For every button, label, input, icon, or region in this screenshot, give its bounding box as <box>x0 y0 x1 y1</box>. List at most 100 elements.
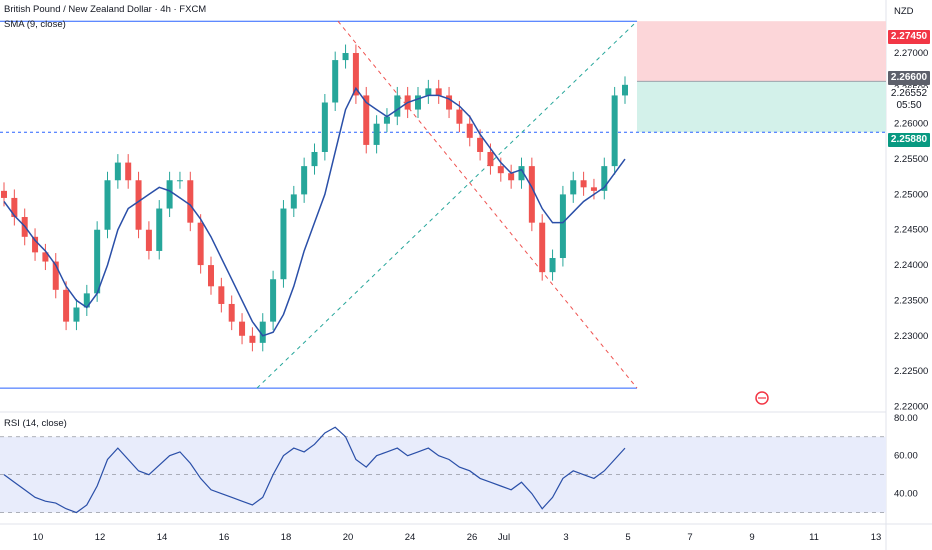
sma-legend[interactable]: SMA (9, close) <box>4 19 66 30</box>
bar-countdown: 05:50 <box>896 100 922 111</box>
candle-body <box>590 187 597 191</box>
rsi-axis-label: 80.00 <box>894 413 918 424</box>
time-axis-label: Jul <box>498 532 510 543</box>
candle-body <box>601 166 608 191</box>
candle-body <box>125 162 132 181</box>
candle-body <box>518 166 525 181</box>
candle-body <box>363 95 370 145</box>
time-axis-label: 7 <box>687 532 692 543</box>
price-axis-label: 2.24500 <box>894 225 928 236</box>
candle-body <box>477 137 484 152</box>
time-axis-label: 26 <box>467 532 478 543</box>
candle-body <box>528 166 535 223</box>
candle-body <box>52 261 59 290</box>
candle-body <box>580 180 587 188</box>
candle-body <box>32 236 39 253</box>
candle-body <box>466 123 473 138</box>
price-axis-label: 2.24000 <box>894 260 928 271</box>
candle-body <box>342 53 349 61</box>
time-axis-label: 20 <box>343 532 354 543</box>
currency-label[interactable]: NZD <box>894 6 914 17</box>
rsi-axis-label: 40.00 <box>894 489 918 500</box>
time-axis-label: 14 <box>157 532 168 543</box>
candle-body <box>435 88 442 96</box>
bearish-projection-line <box>337 20 638 389</box>
candle-body <box>446 95 453 110</box>
time-axis-label: 5 <box>625 532 630 543</box>
candle-body <box>270 279 277 322</box>
economic-event-icon <box>755 391 769 405</box>
candle-body <box>425 88 432 96</box>
candle-body <box>239 321 246 336</box>
candle-body <box>197 222 204 266</box>
candle-body <box>176 180 183 182</box>
time-axis-label: 9 <box>749 532 754 543</box>
reward-zone <box>637 81 886 133</box>
target-price-tag: 2.27450 <box>888 30 930 44</box>
candle-body <box>456 109 463 124</box>
candle-body <box>94 229 101 294</box>
candle-body <box>301 166 308 195</box>
candle-body <box>218 286 225 304</box>
rsi-line <box>3 426 626 514</box>
candle-body <box>83 293 90 308</box>
candle-body <box>497 166 504 174</box>
time-axis-label: 18 <box>281 532 292 543</box>
candle-body <box>208 265 214 287</box>
rsi-legend[interactable]: RSI (14, close) <box>4 418 67 429</box>
current-price: 2.26552 <box>890 88 928 99</box>
candle-body <box>73 307 80 322</box>
rsi-axis-label: 60.00 <box>894 451 918 462</box>
candle-body <box>559 194 566 259</box>
time-axis-label: 3 <box>563 532 568 543</box>
price-axis-label: 2.23000 <box>894 331 928 342</box>
candle-body <box>259 321 266 343</box>
candle-body <box>166 180 173 209</box>
candle-body <box>11 197 18 218</box>
candle-body <box>135 180 142 230</box>
candle-body <box>549 258 556 273</box>
candle-body <box>539 222 546 273</box>
candle-body <box>156 208 163 251</box>
candle-body <box>63 289 70 322</box>
price-axis-label: 2.27000 <box>894 48 928 59</box>
candle-body <box>145 229 152 251</box>
candle-body <box>487 151 494 167</box>
candle-body <box>280 208 287 280</box>
candle-body <box>383 116 390 124</box>
risk-zone <box>637 21 886 82</box>
time-axis-label: 24 <box>405 532 416 543</box>
candle-body <box>104 180 111 230</box>
price-axis-label: 2.25500 <box>894 154 928 165</box>
candle-body <box>352 53 359 96</box>
price-axis-label: 2.22000 <box>894 401 928 412</box>
candle-body <box>570 180 577 195</box>
candle-body <box>332 60 339 103</box>
bullish-projection-line <box>256 20 638 389</box>
time-axis-label: 12 <box>95 532 106 543</box>
candle-body <box>42 252 49 262</box>
current-price-tag: 2.26552 05:50 <box>888 88 930 112</box>
candle-body <box>373 123 380 145</box>
time-axis-label: 16 <box>219 532 230 543</box>
candle-body <box>1 190 7 198</box>
price-axis-label: 2.25000 <box>894 189 928 200</box>
symbol-title[interactable]: British Pound / New Zealand Dollar · 4h … <box>4 4 207 15</box>
time-axis-label: 10 <box>33 532 44 543</box>
candle-body <box>249 335 256 343</box>
price-axis-label: 2.23500 <box>894 295 928 306</box>
time-axis-label: 11 <box>809 532 819 543</box>
candle-body <box>415 95 421 110</box>
stop-price-tag: 2.25880 <box>888 133 930 147</box>
candle-body <box>290 194 297 209</box>
candle-body <box>394 95 401 117</box>
entry-price-tag: 2.26600 <box>888 71 930 85</box>
candle-body <box>321 102 328 152</box>
price-axis-label: 2.26000 <box>894 119 928 130</box>
candle-body <box>228 303 235 322</box>
candle-body <box>187 180 194 223</box>
candle-body <box>114 162 121 181</box>
candle-body <box>508 173 515 181</box>
candle-body <box>311 151 318 167</box>
